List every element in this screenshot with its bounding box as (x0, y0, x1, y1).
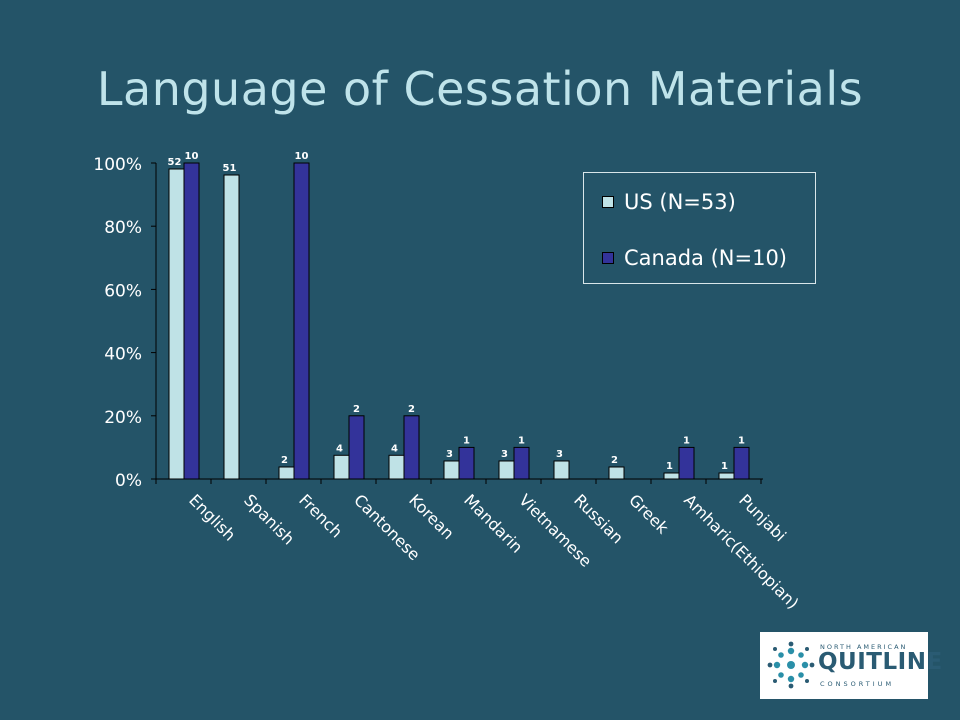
bar-us (333, 454, 350, 480)
bar-canada (183, 162, 200, 480)
bar-canada (513, 446, 530, 480)
logo-bottom-text: CONSORTIUM (820, 680, 895, 688)
data-label: 1 (518, 435, 525, 446)
bar-canada (403, 415, 420, 480)
x-category-label: Korean (405, 490, 458, 543)
x-category-label: Punjabi (735, 490, 790, 545)
x-category-label: French (295, 490, 346, 541)
slide-title: Language of Cessation Materials (96, 62, 864, 116)
y-tick-label: 80% (104, 218, 142, 238)
data-label: 3 (446, 449, 453, 460)
quitline-logo: NORTH AMERICAN QUITLINE CONSORTIUM (760, 632, 942, 699)
data-label: 1 (721, 461, 728, 472)
bar-us (553, 460, 570, 480)
legend-label-canada: Canada (N=10) (624, 246, 787, 270)
bar-us (388, 454, 405, 480)
data-label: 51 (223, 163, 237, 174)
y-tick-label: 20% (104, 408, 142, 428)
data-label: 2 (408, 404, 415, 415)
bar-us (443, 460, 460, 480)
legend-item-us: US (N=53) (602, 187, 736, 217)
data-label: 3 (556, 449, 563, 460)
data-label: 3 (501, 449, 508, 460)
data-label: 2 (611, 455, 618, 466)
legend-swatch-us (602, 196, 614, 208)
data-label: 52 (168, 157, 182, 168)
bar-us (663, 472, 680, 480)
quitline-logo-icon (767, 641, 815, 689)
data-label: 1 (666, 461, 673, 472)
data-label: 1 (463, 435, 470, 446)
bar-canada (733, 446, 750, 480)
data-label: 1 (738, 435, 745, 446)
bar-canada (293, 162, 310, 480)
bar-us (168, 168, 185, 480)
bar-us (223, 174, 240, 480)
logo-main-text: QUITLINE (818, 649, 943, 675)
y-tick-label: 60% (104, 281, 142, 301)
legend-label-us: US (N=53) (624, 190, 736, 214)
x-category-label: Greek (625, 490, 673, 538)
x-category-label: Spanish (240, 490, 298, 548)
legend-swatch-canada (602, 252, 614, 264)
data-label: 2 (353, 404, 360, 415)
bar-us (498, 460, 515, 480)
data-label: 1 (683, 435, 690, 446)
bar-us (718, 472, 735, 480)
y-tick-label: 100% (93, 155, 142, 175)
bar-canada (458, 446, 475, 480)
data-label: 4 (391, 443, 398, 454)
chart-legend: US (N=53) Canada (N=10) (583, 172, 816, 284)
legend-item-canada: Canada (N=10) (602, 243, 787, 273)
y-tick-label: 40% (104, 345, 142, 365)
x-category-label: English (185, 490, 239, 544)
x-category-label: Mandarin (460, 490, 526, 556)
bar-canada (678, 446, 695, 480)
bar-us (278, 466, 295, 480)
bar-canada (348, 415, 365, 480)
logo-top-text: NORTH AMERICAN (820, 643, 908, 651)
data-label: 10 (185, 151, 199, 162)
data-label: 10 (295, 151, 309, 162)
data-label: 4 (336, 443, 343, 454)
data-label: 2 (281, 455, 288, 466)
y-tick-label: 0% (115, 471, 142, 491)
bar-us (608, 466, 625, 480)
x-category-label: Russian (570, 490, 627, 547)
